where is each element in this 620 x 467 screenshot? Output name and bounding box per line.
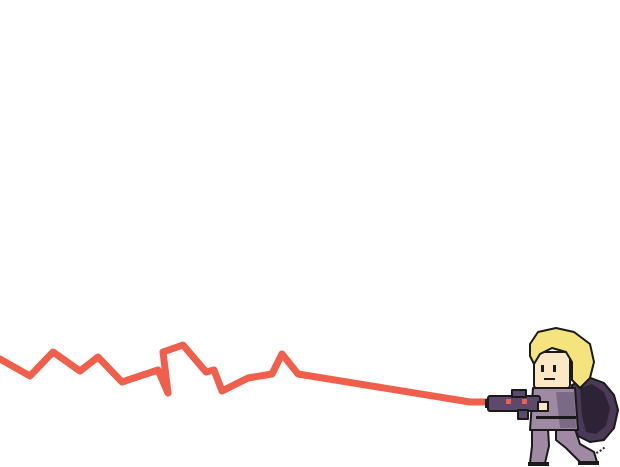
proton-gun-nozzle xyxy=(485,399,489,408)
hand xyxy=(537,401,549,412)
suit-belt xyxy=(536,416,576,419)
proton-gun-top xyxy=(511,389,527,398)
torso xyxy=(529,387,579,431)
proton-gun-light-2 xyxy=(522,399,527,404)
legs xyxy=(528,425,599,466)
proton-pack-cable xyxy=(565,409,607,456)
mouth xyxy=(544,378,555,380)
player-character xyxy=(485,327,619,466)
proton-gun-body xyxy=(487,395,541,412)
proton-gun-grip xyxy=(517,409,529,420)
face xyxy=(533,351,571,389)
proton-gun xyxy=(485,389,549,420)
proton-pack xyxy=(565,376,619,456)
left-eye xyxy=(541,365,544,372)
hair xyxy=(529,327,595,389)
left-leg xyxy=(529,427,550,464)
proton-pack-panel xyxy=(580,384,610,434)
proton-beam xyxy=(0,341,496,406)
right-eye xyxy=(553,365,556,372)
proton-gun-light-1 xyxy=(506,399,511,404)
left-boot xyxy=(528,462,549,466)
head xyxy=(529,327,595,389)
right-boot xyxy=(578,461,599,465)
